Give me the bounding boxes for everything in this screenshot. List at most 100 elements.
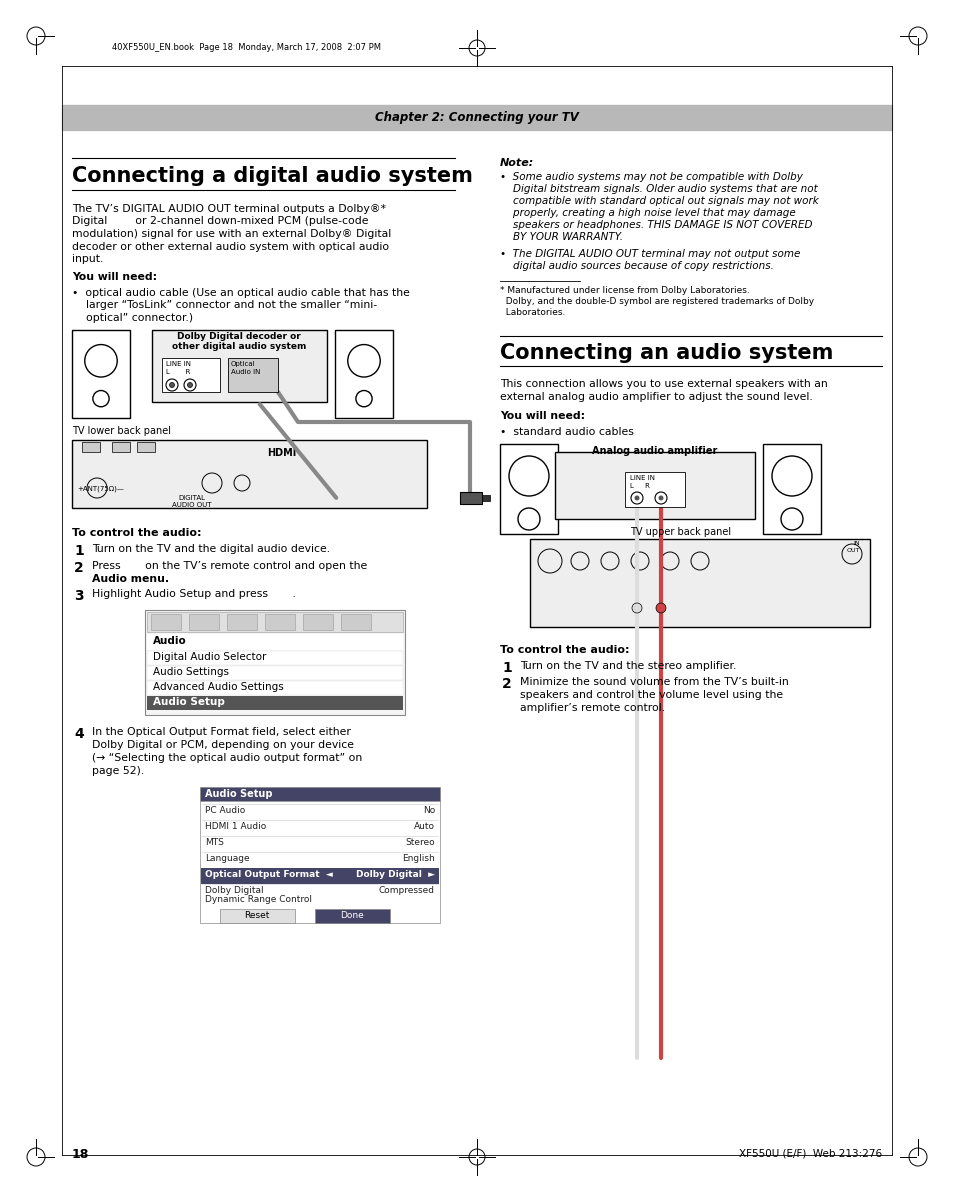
Text: modulation) signal for use with an external Dolby® Digital: modulation) signal for use with an exter… [71, 229, 391, 239]
Text: •  optical audio cable (Use an optical audio cable that has the: • optical audio cable (Use an optical au… [71, 288, 410, 298]
Bar [335, 330, 393, 418]
Text: Laboratories.: Laboratories. [499, 308, 565, 317]
Text: No: No [422, 806, 435, 815]
Text: Digital bitstream signals. Older audio systems that are not: Digital bitstream signals. Older audio s… [499, 184, 817, 194]
Text: decoder or other external audio system with optical audio: decoder or other external audio system w… [71, 241, 389, 252]
Text: TV lower back panel: TV lower back panel [71, 426, 171, 435]
Text: TV upper back panel: TV upper back panel [629, 527, 730, 537]
Bar [200, 787, 439, 801]
Text: Note:: Note: [499, 157, 534, 168]
Text: English: English [402, 854, 435, 863]
Text: Audio Settings: Audio Settings [152, 667, 229, 676]
Text: IN: IN [853, 540, 859, 546]
Text: properly, creating a high noise level that may damage: properly, creating a high noise level th… [499, 208, 795, 218]
Text: XF550U (E/F)  Web 213:276: XF550U (E/F) Web 213:276 [739, 1148, 882, 1158]
Bar [147, 666, 402, 680]
Text: +ANT(75Ω)—: +ANT(75Ω)— [77, 486, 124, 492]
Circle shape [634, 495, 639, 501]
Text: Audio: Audio [152, 636, 187, 645]
Text: •  Some audio systems may not be compatible with Dolby: • Some audio systems may not be compatib… [499, 172, 802, 183]
Bar [200, 801, 439, 923]
Text: digital audio sources because of copy restrictions.: digital audio sources because of copy re… [499, 261, 773, 271]
Bar [71, 440, 427, 508]
Text: page 52).: page 52). [91, 766, 144, 775]
Text: Dolby, and the double-D symbol are registered trademarks of Dolby: Dolby, and the double-D symbol are regis… [499, 297, 813, 305]
Bar [112, 441, 130, 452]
Text: MTS: MTS [205, 837, 224, 847]
Text: larger “TosLink” connector and not the smaller “mini-: larger “TosLink” connector and not the s… [71, 301, 376, 310]
Bar [152, 330, 327, 402]
Text: Dolby Digital  ►: Dolby Digital ► [355, 870, 435, 879]
Bar [189, 614, 219, 630]
Text: Compressed: Compressed [378, 886, 435, 895]
Bar [137, 441, 154, 452]
Text: DIGITAL: DIGITAL [178, 495, 205, 501]
Text: Optical: Optical [231, 361, 255, 367]
Circle shape [631, 602, 641, 613]
Text: OUT: OUT [845, 548, 859, 554]
Bar [147, 612, 402, 632]
Text: The TV’s DIGITAL AUDIO OUT terminal outputs a Dolby®*: The TV’s DIGITAL AUDIO OUT terminal outp… [71, 204, 386, 214]
Text: 2: 2 [74, 561, 84, 575]
Text: L       R: L R [166, 369, 191, 375]
Bar [162, 358, 220, 392]
Text: Press       on the TV’s remote control and open the: Press on the TV’s remote control and ope… [91, 561, 367, 571]
Circle shape [658, 495, 662, 501]
Bar [147, 681, 402, 696]
Text: optical” connector.): optical” connector.) [71, 313, 193, 323]
Text: Auto: Auto [414, 822, 435, 832]
Text: Minimize the sound volume from the TV’s built-in: Minimize the sound volume from the TV’s … [519, 676, 788, 687]
Text: PC Audio: PC Audio [205, 806, 245, 815]
Bar [147, 633, 402, 650]
Text: Audio menu.: Audio menu. [91, 574, 169, 585]
Text: To control the audio:: To control the audio: [71, 528, 201, 538]
Bar [555, 452, 754, 519]
Text: amplifier’s remote control.: amplifier’s remote control. [519, 703, 664, 713]
Bar [530, 539, 869, 628]
Text: compatible with standard optical out signals may not work: compatible with standard optical out sig… [499, 196, 818, 206]
Text: Chapter 2: Connecting your TV: Chapter 2: Connecting your TV [375, 111, 578, 124]
Bar [220, 909, 294, 923]
Text: 18: 18 [71, 1148, 90, 1161]
Bar [151, 614, 181, 630]
Text: Turn on the TV and the digital audio device.: Turn on the TV and the digital audio dev… [91, 544, 330, 554]
Text: 1: 1 [74, 544, 84, 558]
Text: •  The DIGITAL AUDIO OUT terminal may not output some: • The DIGITAL AUDIO OUT terminal may not… [499, 249, 800, 259]
Bar [762, 444, 821, 534]
Text: Stereo: Stereo [405, 837, 435, 847]
Text: Optical Output Format  ◄: Optical Output Format ◄ [205, 870, 333, 879]
Bar [303, 614, 333, 630]
Circle shape [188, 383, 193, 388]
Circle shape [170, 383, 174, 388]
Text: Turn on the TV and the stereo amplifier.: Turn on the TV and the stereo amplifier. [519, 661, 736, 670]
Text: You will need:: You will need: [499, 412, 584, 421]
Text: L     R: L R [629, 483, 649, 489]
Text: (→ “Selecting the optical audio output format” on: (→ “Selecting the optical audio output f… [91, 753, 362, 764]
Bar [314, 909, 390, 923]
Text: To control the audio:: To control the audio: [499, 645, 629, 655]
Bar [265, 614, 294, 630]
Text: AUDIO OUT: AUDIO OUT [172, 502, 212, 508]
Text: Audio IN: Audio IN [231, 369, 260, 375]
Circle shape [656, 602, 665, 613]
Text: speakers and control the volume level using the: speakers and control the volume level us… [519, 690, 782, 700]
Text: external analog audio amplifier to adjust the sound level.: external analog audio amplifier to adjus… [499, 392, 812, 402]
Text: Dynamic Range Control: Dynamic Range Control [205, 895, 312, 904]
Text: 4: 4 [74, 727, 84, 741]
Text: Advanced Audio Settings: Advanced Audio Settings [152, 682, 283, 692]
Text: Dolby Digital or PCM, depending on your device: Dolby Digital or PCM, depending on your … [91, 740, 354, 750]
Text: Digital        or 2-channel down-mixed PCM (pulse-code: Digital or 2-channel down-mixed PCM (pul… [71, 216, 368, 227]
Text: other digital audio system: other digital audio system [172, 342, 306, 351]
Text: 2: 2 [501, 676, 511, 691]
Text: speakers or headphones. THIS DAMAGE IS NOT COVERED: speakers or headphones. THIS DAMAGE IS N… [499, 220, 812, 230]
Bar [499, 444, 558, 534]
Text: This connection allows you to use external speakers with an: This connection allows you to use extern… [499, 379, 827, 389]
Bar [459, 492, 481, 503]
Text: HDMI 1 Audio: HDMI 1 Audio [205, 822, 266, 832]
Text: Audio Setup: Audio Setup [152, 697, 225, 707]
Text: LINE IN: LINE IN [166, 361, 191, 367]
Text: You will need:: You will need: [71, 272, 157, 282]
Bar [624, 472, 684, 507]
Bar [481, 495, 490, 501]
Text: In the Optical Output Format field, select either: In the Optical Output Format field, sele… [91, 727, 351, 737]
